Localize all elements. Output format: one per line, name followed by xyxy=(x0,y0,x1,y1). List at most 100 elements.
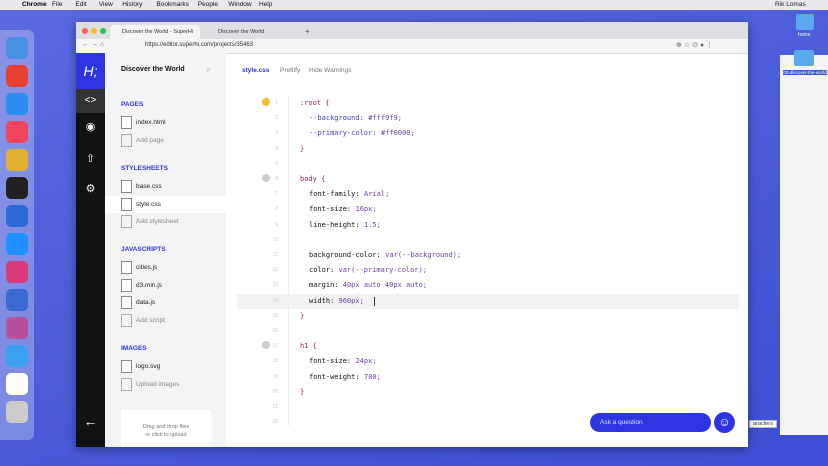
current-line xyxy=(237,294,739,309)
add-button[interactable]: Upload images xyxy=(136,380,180,388)
menu-item[interactable]: Window xyxy=(228,1,252,8)
file-icon xyxy=(121,116,132,129)
app-menu[interactable]: Chrome xyxy=(22,1,47,8)
preview-tab[interactable]: ◉ xyxy=(85,121,96,133)
browser-icons[interactable]: ⊕ ☆ ⊙ ● ⋮ xyxy=(676,42,714,49)
add-button[interactable]: Add stylesheet xyxy=(136,218,179,226)
menu-item[interactable]: File xyxy=(52,1,63,8)
user-name[interactable]: Rik Lomas xyxy=(775,1,806,8)
dock-icon[interactable] xyxy=(6,93,28,115)
line-number: 13 xyxy=(272,282,278,289)
code-value: var(--primary-color); xyxy=(338,266,428,275)
dock-icon[interactable] xyxy=(6,401,28,423)
settings-tab[interactable]: ⚙ xyxy=(85,183,96,195)
nav-buttons[interactable]: ← → ⌂ xyxy=(82,41,105,48)
toolbar xyxy=(76,39,748,54)
file-name[interactable]: index.html xyxy=(136,119,166,126)
code-tab[interactable]: <> xyxy=(76,89,105,113)
dropzone[interactable] xyxy=(121,410,211,447)
hide-warnings-button[interactable]: Hide Warnings xyxy=(309,67,352,74)
gutter xyxy=(288,96,289,426)
code-property: font-size: xyxy=(309,357,352,366)
dock-icon[interactable] xyxy=(6,37,28,59)
zoom-button[interactable] xyxy=(100,28,106,34)
file-name[interactable]: data.js xyxy=(136,299,156,307)
code-value: #ff0000; xyxy=(381,129,415,138)
file-icon xyxy=(121,197,132,211)
new-tab[interactable]: + xyxy=(305,27,310,36)
add-icon xyxy=(121,215,132,229)
menu-item[interactable]: Edit xyxy=(75,1,87,8)
ask-text: Ask a question xyxy=(600,419,643,426)
code-selector: body { xyxy=(300,175,326,183)
url[interactable]: https://editor.superhi.com/projects/3546… xyxy=(145,42,254,48)
section-title: STYLESHEETS xyxy=(121,165,168,172)
file-icon xyxy=(121,261,132,274)
file-name[interactable]: base.css xyxy=(136,183,162,190)
prettify-button[interactable]: Prettify xyxy=(280,67,301,74)
dock-icon[interactable] xyxy=(6,177,28,199)
code-property: --primary-color: xyxy=(309,129,377,138)
file-name[interactable]: style.css xyxy=(136,200,161,208)
dropzone-text: or click to upload xyxy=(145,432,187,438)
chat-button[interactable]: ☺ xyxy=(714,412,735,433)
code-selector: } xyxy=(300,311,305,320)
logo[interactable]: H; xyxy=(76,53,105,89)
add-button[interactable]: Add script xyxy=(136,317,165,325)
tab-active[interactable] xyxy=(110,25,200,39)
menu-item[interactable]: Help xyxy=(259,1,273,8)
code-selector: } xyxy=(300,144,305,153)
dock-icon[interactable] xyxy=(6,289,28,311)
dock-icon[interactable] xyxy=(6,205,28,227)
file-icon xyxy=(121,360,132,373)
file-name[interactable]: cities.js xyxy=(136,264,158,271)
project-title: Discover the World xyxy=(121,66,185,73)
rule-marker xyxy=(262,341,270,350)
code-property: width: xyxy=(309,296,335,305)
folder-icon[interactable] xyxy=(794,50,814,66)
code-property: font-family: xyxy=(309,190,360,199)
back-button[interactable]: ← xyxy=(83,413,98,429)
add-button[interactable]: Add page xyxy=(136,136,164,144)
menu-item[interactable]: History xyxy=(122,1,143,8)
rule-marker xyxy=(262,98,270,106)
file-tab[interactable]: style.css xyxy=(242,67,270,74)
dock-icon[interactable] xyxy=(6,317,28,339)
line-number: 18 xyxy=(272,358,278,365)
menu-item[interactable]: People xyxy=(197,1,219,8)
code-selector: h1 { xyxy=(300,342,317,351)
active-row xyxy=(105,195,226,213)
code-value: 16px; xyxy=(355,205,377,214)
menu-item[interactable]: Bookmarks xyxy=(156,1,189,8)
editor-rail xyxy=(76,53,105,447)
line-number: 6 xyxy=(275,176,278,182)
dock-icon[interactable] xyxy=(6,261,28,283)
line-number: 22 xyxy=(272,419,278,426)
line-number: 17 xyxy=(272,343,278,350)
line-number: 16 xyxy=(272,328,278,334)
dock-icon[interactable] xyxy=(6,373,28,395)
line-number: 15 xyxy=(272,312,278,319)
close-button[interactable] xyxy=(82,28,88,34)
code-property: line-height: xyxy=(309,220,360,229)
file-icon xyxy=(121,296,132,310)
ask-button[interactable] xyxy=(590,413,711,432)
menu-item[interactable]: View xyxy=(98,1,113,8)
file-name[interactable]: d3.min.js xyxy=(136,281,163,289)
tab-title[interactable]: Discover the World xyxy=(218,29,265,35)
file-icon xyxy=(121,278,132,292)
minimize-button[interactable] xyxy=(91,28,97,34)
folder-icon[interactable] xyxy=(796,14,814,30)
dock-icon[interactable] xyxy=(6,65,28,87)
dock-icon[interactable] xyxy=(6,121,28,143)
share-tab[interactable]: ⇧ xyxy=(85,153,96,165)
code-property: font-size: xyxy=(309,205,352,214)
dock-icon[interactable] xyxy=(6,149,28,171)
file-name[interactable]: logo.svg xyxy=(136,363,161,370)
dock-icon[interactable] xyxy=(6,233,28,255)
line-number: 14 xyxy=(272,297,278,304)
search-icon[interactable]: ⌕ xyxy=(206,64,212,74)
dock-icon[interactable] xyxy=(6,345,28,367)
line-number: 3 xyxy=(275,130,278,137)
